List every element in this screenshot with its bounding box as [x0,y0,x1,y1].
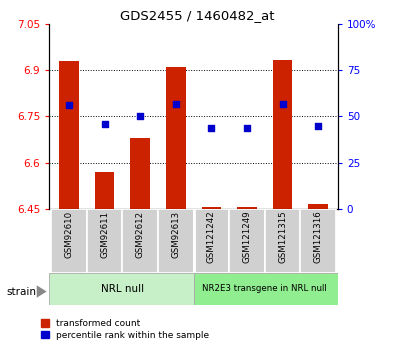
Text: GSM121316: GSM121316 [314,211,323,263]
Point [279,101,286,106]
FancyBboxPatch shape [265,209,300,273]
FancyBboxPatch shape [49,273,194,305]
Text: GSM121315: GSM121315 [278,211,287,263]
Bar [166,67,186,209]
Text: NR2E3 transgene in NRL null: NR2E3 transgene in NRL null [202,284,327,294]
FancyBboxPatch shape [122,209,158,273]
Text: strain: strain [6,287,36,296]
Legend: transformed count, percentile rank within the sample: transformed count, percentile rank withi… [40,318,211,341]
Bar [95,172,114,209]
Bar [201,207,221,209]
Point [244,125,250,130]
Point [315,123,321,128]
FancyBboxPatch shape [300,209,336,273]
Text: GSM121242: GSM121242 [207,211,216,263]
Bar [59,61,79,209]
FancyBboxPatch shape [51,209,87,273]
Bar [130,138,150,209]
Point [137,114,143,119]
Text: GSM92610: GSM92610 [64,211,73,258]
FancyBboxPatch shape [194,209,229,273]
Text: GSM92613: GSM92613 [171,211,180,258]
Point [173,101,179,106]
Text: GSM92611: GSM92611 [100,211,109,258]
FancyBboxPatch shape [229,209,265,273]
Bar [308,204,328,209]
Text: GSM92612: GSM92612 [135,211,145,258]
Point [208,125,214,130]
Point [66,102,72,108]
Text: GDS2455 / 1460482_at: GDS2455 / 1460482_at [120,9,275,22]
Bar [237,207,257,209]
Text: GSM121249: GSM121249 [243,211,252,263]
FancyBboxPatch shape [87,209,122,273]
Bar [273,60,292,209]
Point [102,121,108,127]
Text: NRL null: NRL null [101,284,144,294]
FancyBboxPatch shape [194,273,338,305]
FancyBboxPatch shape [158,209,194,273]
